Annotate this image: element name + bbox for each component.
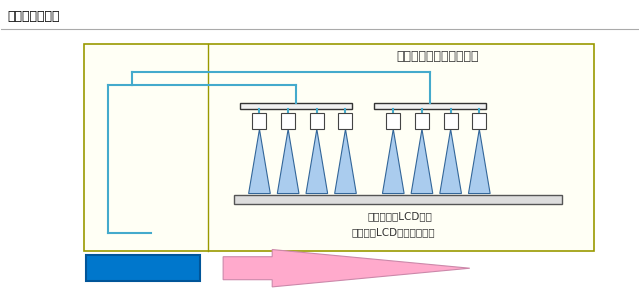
Bar — [86, 255, 200, 281]
Bar — [387, 113, 400, 129]
Text: 【高圧ノズルユニット】: 【高圧ノズルユニット】 — [397, 50, 479, 63]
Text: 取り付け構成例: 取り付け構成例 — [8, 10, 60, 23]
Bar — [281, 113, 295, 129]
Text: 高圧水発生ユニット: 高圧水発生ユニット — [113, 263, 173, 273]
Polygon shape — [277, 129, 299, 193]
Polygon shape — [223, 250, 470, 287]
Bar — [444, 113, 458, 129]
Bar — [252, 113, 266, 129]
Bar — [310, 113, 324, 129]
Bar — [374, 103, 486, 109]
Bar — [415, 113, 429, 129]
Bar — [234, 195, 562, 204]
Text: 純水・電源供給: 純水・電源供給 — [351, 262, 404, 275]
Text: 搬送されるLCD基盤: 搬送されるLCD基盤 — [367, 212, 432, 222]
Polygon shape — [468, 129, 490, 193]
Polygon shape — [440, 129, 461, 193]
Polygon shape — [248, 129, 270, 193]
Text: お客様：LCD基盤洗浄装置: お客様：LCD基盤洗浄装置 — [351, 227, 435, 237]
Bar — [241, 103, 352, 109]
Polygon shape — [411, 129, 433, 193]
Polygon shape — [335, 129, 356, 193]
Bar — [472, 113, 486, 129]
Bar — [84, 44, 594, 251]
Polygon shape — [306, 129, 328, 193]
Bar — [339, 113, 353, 129]
Polygon shape — [383, 129, 404, 193]
